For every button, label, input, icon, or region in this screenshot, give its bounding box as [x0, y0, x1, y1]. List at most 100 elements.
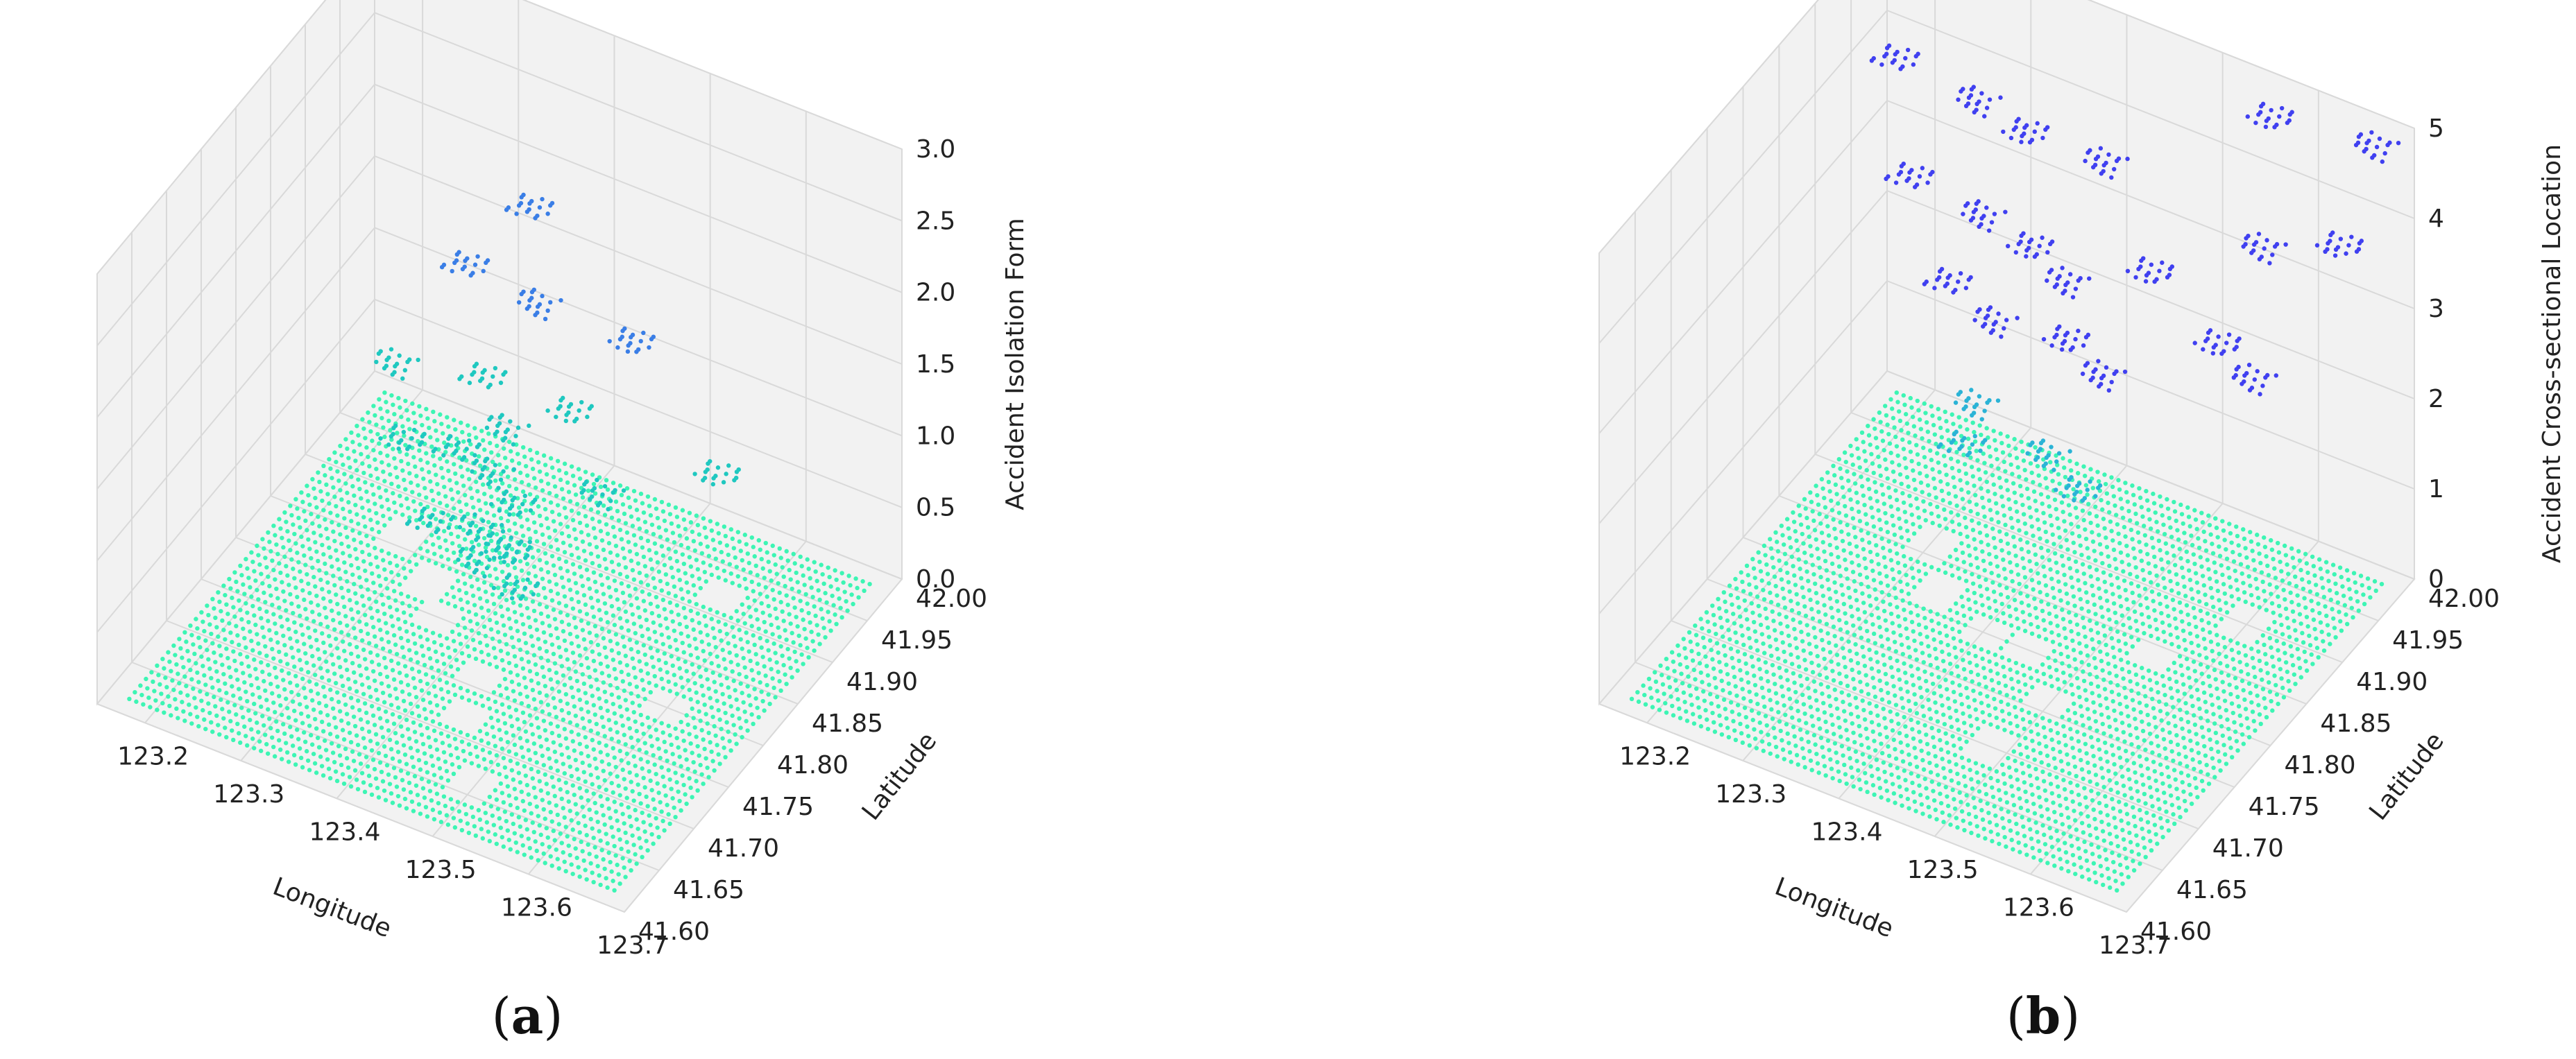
data-point	[712, 768, 717, 773]
data-point	[1750, 610, 1755, 615]
data-point	[1786, 580, 1791, 585]
data-point	[783, 628, 787, 633]
data-point	[1823, 773, 1828, 778]
data-point	[526, 792, 531, 797]
data-point	[422, 506, 427, 511]
data-point	[194, 705, 198, 710]
data-point	[379, 592, 384, 598]
data-point	[633, 852, 638, 857]
data-point	[459, 465, 463, 470]
data-point	[554, 803, 558, 808]
data-point	[1862, 717, 1868, 722]
data-point	[331, 617, 336, 623]
data-point	[1795, 547, 1800, 553]
data-point	[346, 677, 351, 682]
data-point	[465, 732, 470, 738]
data-point	[410, 401, 415, 406]
data-point	[659, 499, 665, 505]
data-point	[2043, 476, 2048, 481]
data-point	[238, 652, 243, 657]
data-point	[599, 759, 604, 764]
data-point	[1993, 447, 1999, 452]
data-point	[440, 652, 445, 657]
data-point	[400, 468, 405, 473]
data-point	[1695, 642, 1700, 647]
data-point	[1812, 581, 1818, 586]
data-point	[316, 745, 322, 750]
data-point	[592, 623, 598, 629]
data-point	[205, 691, 210, 697]
data-point	[568, 852, 572, 858]
data-point	[1855, 553, 1860, 558]
data-point	[569, 508, 574, 513]
data-point	[521, 289, 526, 294]
data-point	[637, 526, 642, 531]
gridline-z	[96, 155, 375, 490]
data-point	[502, 721, 508, 726]
data-point	[1838, 519, 1843, 525]
data-point	[1883, 457, 1888, 462]
data-point	[645, 848, 650, 853]
data-point	[1843, 567, 1849, 571]
data-point	[605, 708, 610, 713]
data-point	[584, 523, 590, 528]
data-point	[579, 662, 584, 667]
data-point	[570, 827, 575, 832]
data-point	[781, 662, 786, 668]
data-point	[745, 728, 750, 733]
data-point	[502, 436, 508, 440]
data-point	[501, 844, 506, 849]
data-point	[245, 698, 250, 704]
data-point	[612, 622, 617, 628]
data-point	[1892, 479, 1897, 483]
data-point	[1950, 626, 1955, 632]
data-point	[736, 467, 741, 472]
data-point	[1749, 655, 1755, 660]
data-point	[368, 517, 373, 522]
data-point	[470, 637, 476, 642]
data-point	[373, 589, 377, 595]
data-point	[338, 620, 343, 626]
data-point	[1681, 637, 1686, 642]
data-point	[715, 465, 721, 470]
data-point	[375, 476, 380, 481]
data-point	[601, 724, 606, 730]
data-point	[2005, 434, 2010, 439]
data-point	[1837, 671, 1842, 676]
data-point	[434, 747, 440, 752]
data-point	[1855, 446, 1860, 451]
data-point	[561, 540, 566, 545]
data-point	[823, 635, 828, 640]
data-point	[615, 774, 620, 779]
data-point	[1811, 571, 1816, 577]
data-point	[291, 567, 296, 571]
data-point	[1845, 469, 1850, 474]
data-point	[422, 431, 427, 437]
data-point	[1756, 657, 1762, 662]
data-point	[2000, 450, 2006, 455]
data-point	[1768, 644, 1773, 649]
data-point	[481, 801, 487, 806]
data-point	[1886, 690, 1891, 696]
data-point	[518, 470, 523, 475]
data-point	[1682, 700, 1687, 705]
data-point	[495, 807, 501, 811]
data-point	[426, 558, 432, 563]
data-point	[544, 782, 549, 786]
data-point	[402, 752, 408, 757]
data-point	[1946, 438, 1951, 442]
data-point	[482, 447, 487, 452]
data-point	[820, 616, 825, 621]
data-point	[413, 739, 419, 744]
data-point	[347, 775, 352, 780]
data-point	[389, 347, 394, 352]
data-point	[599, 582, 605, 587]
data-point	[680, 685, 685, 690]
data-point	[490, 459, 495, 465]
data-point	[347, 686, 352, 691]
data-point	[2017, 528, 2022, 533]
data-point	[298, 657, 302, 662]
data-point	[231, 693, 236, 698]
data-point	[563, 559, 569, 564]
data-point	[445, 459, 450, 464]
